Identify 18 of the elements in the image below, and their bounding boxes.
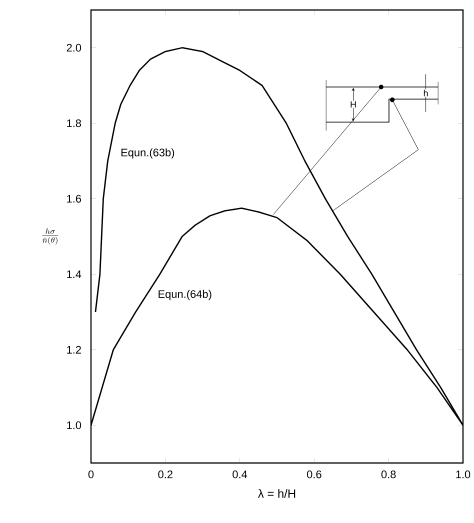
x-tick-label: 0.2 — [158, 470, 172, 478]
y-tick-label: 2.0 — [66, 44, 82, 52]
series-label: Equn.(64b) — [158, 290, 212, 300]
x-tick-label: 0.6 — [307, 470, 322, 478]
annotation: H — [350, 101, 356, 108]
x-tick-label: 0.4 — [232, 470, 248, 478]
y-tick-label: 1.2 — [67, 346, 81, 354]
y-tick-label: 1.4 — [67, 270, 82, 278]
annotation: h — [424, 90, 428, 96]
x-tick-label: 1.0 — [456, 470, 470, 478]
y-tick-label: 1.6 — [67, 194, 82, 203]
y-axis-title: $\frac{h\sigma}{\bar{n}(\theta)}$ — [42, 228, 58, 245]
x-axis-title: λ = h/H — [258, 489, 296, 498]
y-tick-label: 1.8 — [67, 119, 82, 128]
x-tick-label: 0.8 — [381, 470, 396, 478]
series-label: Equn.(63b) — [121, 148, 174, 159]
y-tick-label: 1.0 — [67, 421, 82, 430]
x-tick-label: 0 — [88, 470, 94, 478]
